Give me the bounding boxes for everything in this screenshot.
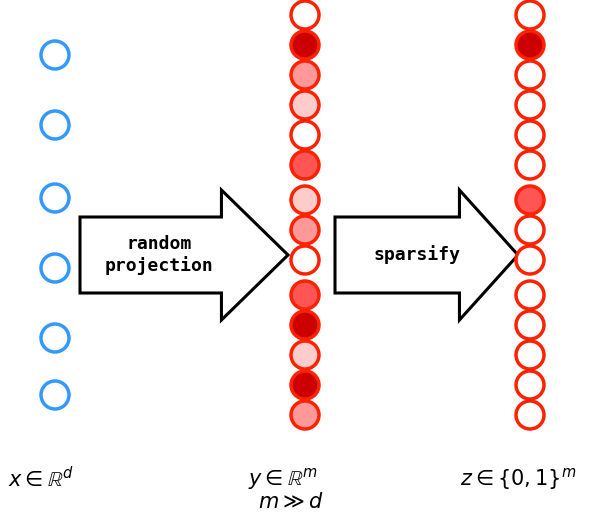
Circle shape [41,324,69,352]
Circle shape [291,61,319,89]
Circle shape [41,381,69,409]
Circle shape [516,216,544,244]
Polygon shape [80,190,288,320]
Circle shape [291,121,319,149]
Circle shape [291,186,319,214]
Circle shape [516,61,544,89]
Text: $x \in \mathbb{R}^d$: $x \in \mathbb{R}^d$ [8,466,74,491]
Circle shape [516,151,544,179]
Circle shape [41,254,69,282]
Circle shape [516,91,544,119]
Polygon shape [335,190,518,320]
Circle shape [41,41,69,69]
Circle shape [516,311,544,339]
Circle shape [291,246,319,274]
Circle shape [291,151,319,179]
Circle shape [516,246,544,274]
Circle shape [516,281,544,309]
Circle shape [41,184,69,212]
Circle shape [516,341,544,369]
Circle shape [291,281,319,309]
Text: $m \gg d$: $m \gg d$ [258,492,324,512]
Circle shape [516,371,544,399]
Circle shape [291,341,319,369]
Circle shape [516,31,544,59]
Circle shape [291,311,319,339]
Circle shape [291,91,319,119]
Text: $y \in \mathbb{R}^m$: $y \in \mathbb{R}^m$ [248,466,318,492]
Text: sparsify: sparsify [374,246,461,265]
Circle shape [41,111,69,139]
Circle shape [291,31,319,59]
Circle shape [291,1,319,29]
Circle shape [516,401,544,429]
Text: $z \in \{0,1\}^m$: $z \in \{0,1\}^m$ [460,466,576,492]
Text: random
projection: random projection [105,235,213,275]
Circle shape [291,371,319,399]
Circle shape [516,121,544,149]
Circle shape [291,401,319,429]
Circle shape [516,1,544,29]
Circle shape [291,216,319,244]
Circle shape [516,186,544,214]
